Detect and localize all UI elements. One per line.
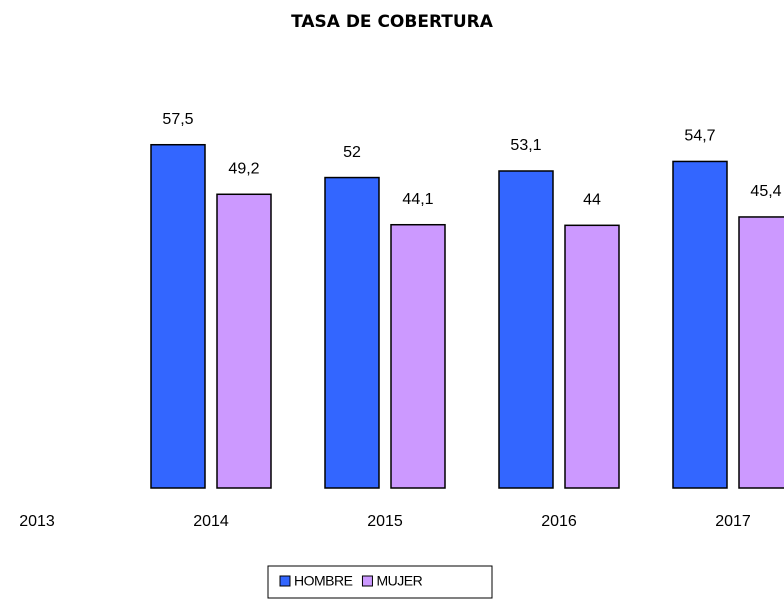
x-tick-label: 2014 [193, 513, 229, 530]
bar [564, 224, 620, 489]
legend-swatch [279, 575, 291, 587]
value-label: 53,1 [510, 137, 541, 154]
value-label: 44,1 [402, 191, 433, 208]
value-label: 52 [343, 144, 361, 161]
bar [498, 170, 554, 489]
bar [324, 176, 380, 489]
value-label: 45,4 [750, 183, 781, 200]
value-label: 44 [583, 192, 601, 209]
value-label: 54,7 [684, 128, 715, 145]
legend-swatch [361, 575, 373, 587]
bar [672, 160, 728, 489]
value-label: 49,2 [228, 160, 259, 177]
x-tick-label: 2015 [367, 513, 403, 530]
bar [738, 216, 784, 489]
chart-title: TASA DE COBERTURA [291, 12, 494, 32]
bar [150, 143, 206, 489]
legend-label: HOMBRE [294, 573, 353, 589]
bar [390, 223, 446, 489]
value-label: 57,5 [162, 111, 193, 128]
x-tick-label: 2013 [19, 513, 55, 530]
x-tick-label: 2017 [715, 513, 751, 530]
legend-label: MUJER [376, 573, 422, 589]
legend-box [267, 565, 493, 599]
x-tick-label: 2016 [541, 513, 577, 530]
bar [216, 193, 272, 489]
